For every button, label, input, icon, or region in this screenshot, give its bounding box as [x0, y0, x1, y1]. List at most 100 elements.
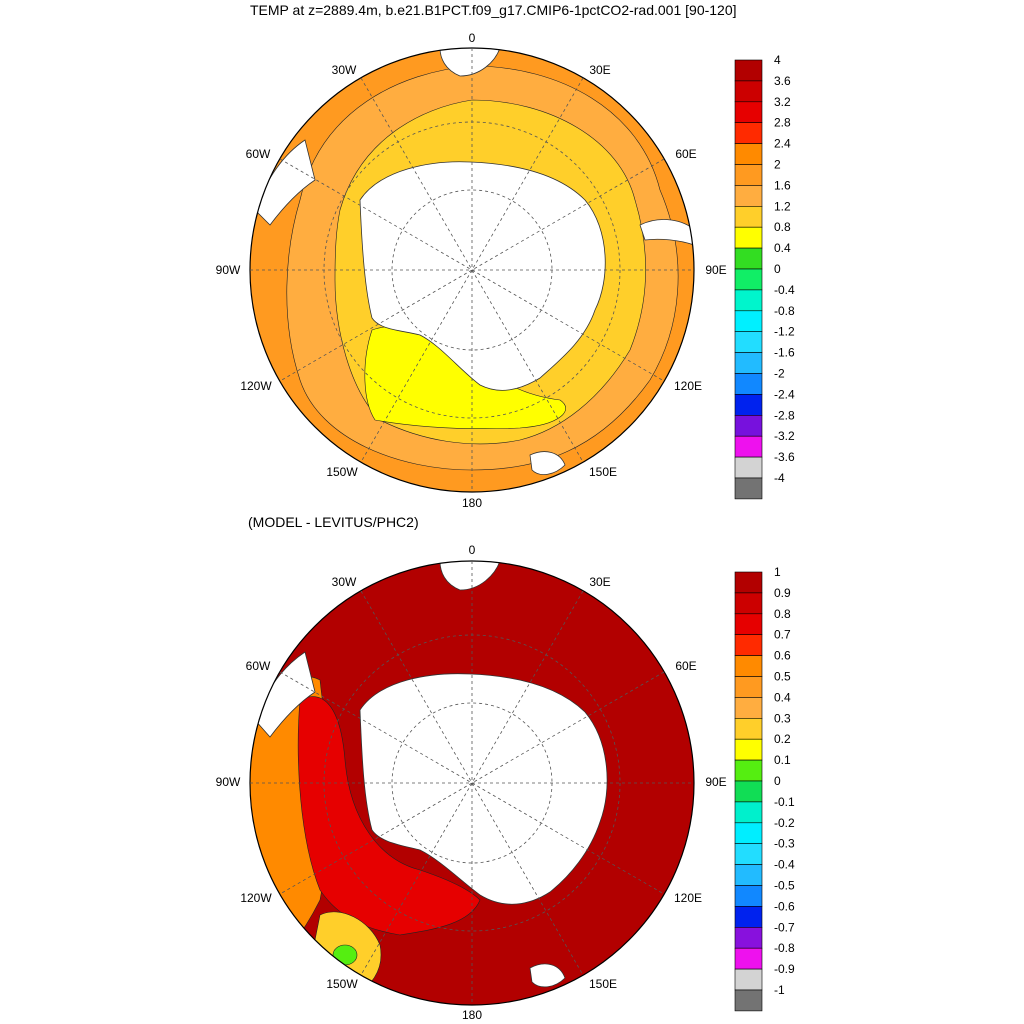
top-longitude-labels: 0 30E 60E 90E 120E 150E 180 150W 120W 90…: [216, 31, 727, 510]
bottom-colorbar-swatch-7: [734, 717, 763, 740]
top-colorbar-label-20: -4: [774, 471, 785, 485]
bottom-colorbar-swatch-12: [734, 822, 763, 844]
top-colorbar-label-13: -1.2: [774, 325, 795, 339]
top-colorbar-label-8: 0.8: [774, 220, 791, 234]
bottom-colorbar-label-5: 0.5: [774, 670, 791, 684]
bottom-colorbar-label-14: -0.4: [774, 858, 795, 872]
top-colorbar-label-0: 4: [774, 53, 781, 67]
bottom-lon-label-60e: 60E: [675, 659, 696, 673]
top-colorbar-swatch-3: [734, 122, 763, 144]
top-new-zealand-gap: [529, 451, 566, 475]
top-lon-label-30e: 30E: [589, 63, 610, 77]
bottom-colorbar-label-18: -0.8: [774, 941, 795, 955]
bottom-colorbar-label-17: -0.7: [774, 920, 795, 934]
top-lon-label-0: 0: [469, 31, 476, 45]
bottom-colorbar-swatch-8: [734, 738, 763, 761]
bottom-lon-label-150e: 150E: [589, 977, 617, 991]
top-colorbar-swatch-18: [734, 435, 763, 458]
bottom-west-ocean: [297, 696, 481, 936]
bottom-colorbar-swatch-3: [734, 634, 763, 656]
top-colorbar-label-18: -3.2: [774, 429, 795, 443]
bottom-colorbar-label-2: 0.8: [774, 607, 791, 621]
bottom-colorbar-label-3: 0.7: [774, 628, 791, 642]
top-lon-label-90e: 90E: [705, 263, 726, 277]
bottom-lon-label-30w: 30W: [332, 575, 357, 589]
top-colorbar-swatch-20: [734, 477, 763, 500]
bottom-colorbar-swatch-10: [734, 780, 763, 803]
top-lon-label-120w: 120W: [240, 379, 272, 393]
bottom-colorbar-label-10: 0: [774, 774, 781, 788]
bottom-colorbar-label-9: 0.1: [774, 753, 791, 767]
top-colorbar-swatch-19: [734, 456, 763, 479]
top-lon-label-30w: 30W: [332, 63, 357, 77]
bottom-colorbar-swatch-20: [734, 989, 763, 1012]
bottom-lon-label-30e: 30E: [589, 575, 610, 589]
top-colorbar-label-14: -1.6: [774, 346, 795, 360]
bottom-colorbar-swatch-18: [734, 947, 763, 970]
top-lon-label-90w: 90W: [216, 263, 241, 277]
top-africa-tip: [439, 48, 501, 77]
bottom-colorbar-label-19: -0.9: [774, 962, 795, 976]
top-colorbar-swatch-1: [734, 80, 763, 103]
bottom-lon-label-180: 180: [462, 1008, 482, 1022]
bottom-colorbar-swatch-15: [734, 885, 763, 907]
bottom-colorbar-label-13: -0.3: [774, 837, 795, 851]
bottom-colorbar-swatch-0: [734, 571, 763, 594]
bottom-antarctica: [359, 673, 608, 905]
map-title: TEMP at z=2889.4m, b.e21.B1PCT.f09_g17.C…: [250, 2, 737, 18]
top-colorbar-label-11: -0.4: [774, 283, 795, 297]
top-lon-label-150w: 150W: [326, 465, 358, 479]
top-colorbar-swatch-8: [734, 226, 763, 249]
bottom-polar-map: [249, 560, 695, 1006]
bottom-colorbar-swatch-4: [734, 655, 763, 677]
top-colorbar-label-10: 0: [774, 262, 781, 276]
bottom-colorbar-label-11: -0.1: [774, 795, 795, 809]
top-colorbar-swatch-11: [734, 289, 763, 312]
top-antarctica: [359, 161, 606, 391]
top-lon-label-180: 180: [462, 496, 482, 510]
top-polar-map: [249, 47, 695, 493]
bottom-colorbar-swatch-16: [734, 906, 763, 928]
bottom-colorbar-label-1: 0.9: [774, 586, 791, 600]
bottom-lon-label-0: 0: [469, 543, 476, 557]
bottom-colorbar-swatch-13: [734, 843, 763, 865]
bottom-colorbar-swatch-11: [734, 801, 763, 824]
top-colorbar-label-7: 1.2: [774, 199, 791, 213]
top-colorbar-label-15: -2: [774, 367, 785, 381]
top-colorbar-swatch-0: [734, 59, 763, 82]
bottom-colorbar-swatch-2: [734, 613, 763, 635]
bottom-colorbar-swatch-17: [734, 926, 763, 949]
bottom-colorbar-swatch-1: [734, 592, 763, 615]
bottom-colorbar-swatch-19: [734, 968, 763, 991]
top-colorbar-label-12: -0.8: [774, 304, 795, 318]
difference-title: (MODEL - LEVITUS/PHC2): [248, 514, 419, 530]
bottom-africa-gap: [439, 561, 501, 591]
bottom-lon-label-120w: 120W: [240, 891, 272, 905]
top-grid: [250, 48, 694, 492]
top-colorbar-swatch-16: [734, 394, 763, 416]
bottom-grid: [250, 561, 694, 1005]
top-colorbar-swatch-7: [734, 206, 763, 228]
bottom-lon-label-150w: 150W: [326, 977, 358, 991]
bottom-colorbar-swatch-9: [734, 759, 763, 782]
bottom-colorbar-swatch-14: [734, 864, 763, 886]
bottom-colorbar: 1 0.9 0.8 0.7 0.6 0.5 0.4 0.3 0.2 0.1 0 -0.1 -0.2 -0.…: [734, 565, 795, 1012]
bottom-colorbar-swatch-5: [734, 676, 763, 698]
top-colorbar-label-19: -3.6: [774, 450, 795, 464]
bottom-lon-label-120e: 120E: [674, 891, 702, 905]
top-colorbar-label-5: 2: [774, 158, 781, 172]
bottom-lon-label-60w: 60W: [246, 659, 271, 673]
top-colorbar-label-2: 3.2: [774, 95, 791, 109]
top-colorbar-swatch-10: [734, 268, 763, 291]
top-lon-label-60e: 60E: [675, 147, 696, 161]
top-lon-label-150e: 150E: [589, 465, 617, 479]
top-colorbar-swatch-12: [734, 310, 763, 332]
bottom-colorbar-label-7: 0.3: [774, 711, 791, 725]
bottom-colorbar-label-0: 1: [774, 565, 781, 579]
top-colorbar-swatch-4: [734, 143, 763, 165]
bottom-colorbar-label-20: -1: [774, 983, 785, 997]
top-colorbar-label-3: 2.8: [774, 116, 791, 130]
top-colorbar-label-16: -2.4: [774, 387, 795, 401]
bottom-colorbar-label-15: -0.5: [774, 879, 795, 893]
bottom-green-patch: [332, 944, 358, 966]
